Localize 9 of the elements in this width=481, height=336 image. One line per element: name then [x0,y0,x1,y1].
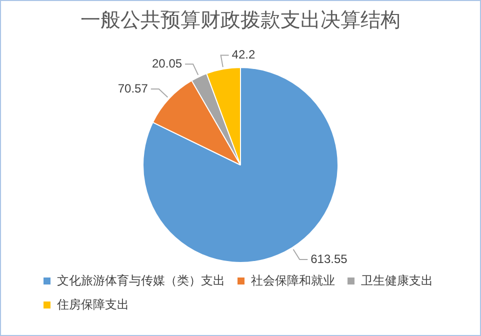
data-label: 20.05 [152,56,182,70]
legend-label: 卫生健康支出 [361,273,433,288]
data-label: 613.55 [310,252,348,266]
legend-label: 社会保障和就业 [251,273,335,288]
legend-label: 住房保障支出 [56,297,129,312]
chart-title: 一般公共预算财政拨款支出决算结构 [80,10,400,32]
legend-label: 文化旅游体育与传媒（类）支出 [57,273,225,288]
data-label: 42.2 [232,48,256,62]
data-label: 70.57 [118,81,148,96]
